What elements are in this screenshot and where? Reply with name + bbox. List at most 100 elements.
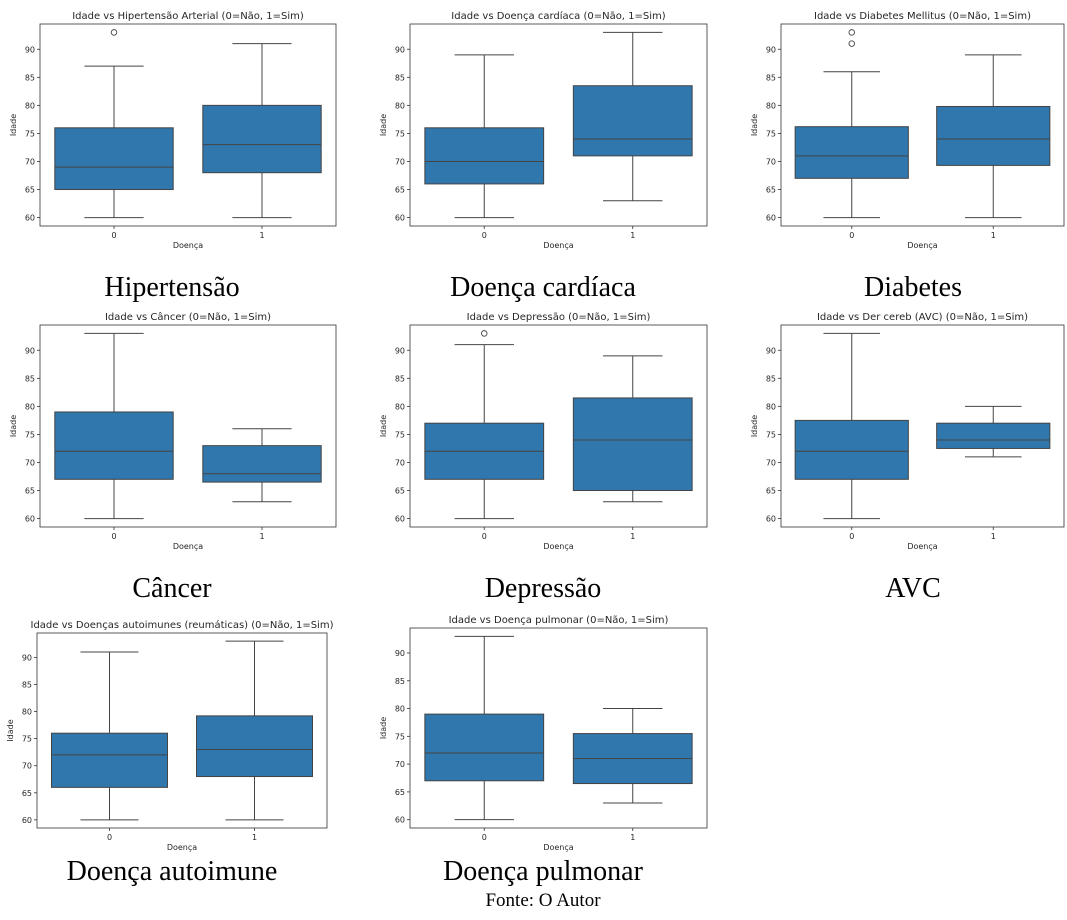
boxplot-panel: Idade vs Hipertensão Arterial (0=Não, 1=… (9, 11, 337, 250)
y-tick-label: 90 (395, 346, 405, 355)
y-tick-label: 60 (22, 816, 32, 825)
panel-caption: Câncer (132, 573, 212, 604)
y-tick-label: 70 (766, 458, 776, 467)
x-tick-label: 1 (991, 532, 996, 541)
y-tick-label: 70 (25, 157, 35, 166)
iqr-box (794, 419, 909, 480)
box-0 (54, 29, 174, 219)
plot-title: Idade vs Câncer (0=Não, 1=Sim) (105, 311, 271, 323)
x-tick-label: 0 (849, 532, 854, 541)
y-tick-label: 80 (766, 402, 776, 411)
y-tick-label: 60 (766, 515, 776, 524)
iqr-box (572, 85, 693, 157)
y-tick-label: 85 (25, 374, 35, 383)
x-tick-label: 1 (630, 532, 635, 541)
x-axis-label: Doença (173, 542, 203, 551)
panel-caption: AVC (885, 573, 941, 604)
box-0 (51, 651, 168, 821)
y-tick-label: 75 (395, 430, 405, 439)
x-tick-label: 0 (482, 833, 487, 842)
iqr-box (54, 411, 174, 480)
box-0 (54, 332, 174, 520)
box-1 (572, 31, 693, 202)
x-tick-label: 1 (259, 231, 264, 240)
x-tick-label: 1 (991, 231, 996, 240)
x-axis-label: Doença (907, 241, 937, 250)
x-tick-label: 1 (630, 231, 635, 240)
source-caption: Fonte: O Autor (485, 890, 601, 911)
y-tick-label: 65 (395, 788, 405, 797)
x-tick-label: 1 (630, 833, 635, 842)
y-tick-label: 70 (395, 458, 405, 467)
box-1 (202, 43, 322, 219)
boxplot-panel: Idade vs Diabetes Mellitus (0=Não, 1=Sim… (750, 11, 1065, 250)
box-0 (424, 635, 545, 821)
y-tick-label: 65 (395, 186, 405, 195)
iqr-box (54, 127, 174, 191)
y-tick-label: 85 (766, 374, 776, 383)
panel-caption: Diabetes (864, 272, 962, 303)
x-tick-label: 0 (482, 532, 487, 541)
box-1 (572, 708, 693, 804)
iqr-box (936, 105, 1051, 166)
x-axis-label: Doença (173, 241, 203, 250)
y-tick-label: 60 (25, 515, 35, 524)
y-tick-label: 85 (395, 677, 405, 686)
boxplot-panel: Idade vs Doença pulmonar (0=Não, 1=Sim) 6… (379, 615, 708, 852)
y-tick-label: 65 (766, 487, 776, 496)
iqr-box (196, 715, 313, 778)
y-tick-label: 70 (25, 458, 35, 467)
y-tick-label: 85 (766, 73, 776, 82)
x-tick-label: 1 (252, 833, 257, 842)
y-tick-label: 75 (25, 129, 35, 138)
panel-caption: Depressão (485, 573, 602, 604)
x-tick-label: 0 (107, 833, 112, 842)
box-1 (572, 355, 693, 503)
box-0 (424, 330, 545, 520)
panel-caption: Doença autoimune (67, 856, 278, 887)
boxplot-panel: Idade vs Câncer (0=Não, 1=Sim) 60 65 70 75 80… (9, 311, 337, 551)
y-tick-label: 75 (395, 129, 405, 138)
y-axis-label: Idade (750, 415, 759, 437)
box-1 (936, 405, 1051, 458)
y-tick-label: 85 (22, 680, 32, 689)
x-axis-label: Doença (907, 542, 937, 551)
x-tick-label: 0 (111, 532, 116, 541)
y-axis-label: Idade (6, 719, 15, 741)
y-tick-label: 90 (25, 346, 35, 355)
iqr-box (51, 732, 168, 788)
y-tick-label: 80 (22, 708, 32, 717)
y-tick-label: 65 (25, 487, 35, 496)
y-tick-label: 80 (395, 101, 405, 110)
y-tick-label: 70 (22, 762, 32, 771)
y-tick-label: 75 (766, 129, 776, 138)
y-tick-label: 60 (395, 816, 405, 825)
outlier-point (848, 40, 856, 47)
y-tick-label: 90 (766, 45, 776, 54)
y-axis-label: Idade (750, 114, 759, 136)
y-tick-label: 80 (395, 705, 405, 714)
y-axis-label: Idade (379, 114, 388, 136)
panel-caption: Doença cardíaca (450, 272, 636, 303)
y-tick-label: 60 (395, 214, 405, 223)
outlier-point (481, 330, 488, 337)
y-tick-label: 80 (766, 101, 776, 110)
box-1 (196, 640, 313, 821)
y-tick-label: 70 (766, 157, 776, 166)
y-tick-label: 90 (395, 649, 405, 658)
outlier-point (848, 29, 856, 36)
y-tick-label: 60 (25, 214, 35, 223)
y-tick-label: 80 (25, 402, 35, 411)
plot-title: Idade vs Der cereb (AVC) (0=Não, 1=Sim) (817, 312, 1028, 323)
plot-title: Idade vs Doença cardíaca (0=Não, 1=Sim) (451, 10, 665, 22)
y-tick-label: 70 (395, 760, 405, 769)
x-tick-label: 0 (111, 231, 116, 240)
y-tick-label: 65 (395, 487, 405, 496)
plot-title: Idade vs Doenças autoimunes (reumáticas)… (31, 619, 334, 631)
y-tick-label: 75 (22, 735, 32, 744)
plot-title: Idade vs Depressão (0=Não, 1=Sim) (467, 312, 651, 323)
y-tick-label: 80 (25, 101, 35, 110)
x-axis-label: Doença (543, 843, 573, 852)
boxplot-panel: Idade vs Depressão (0=Não, 1=Sim) 60 65 70 7… (379, 312, 708, 551)
